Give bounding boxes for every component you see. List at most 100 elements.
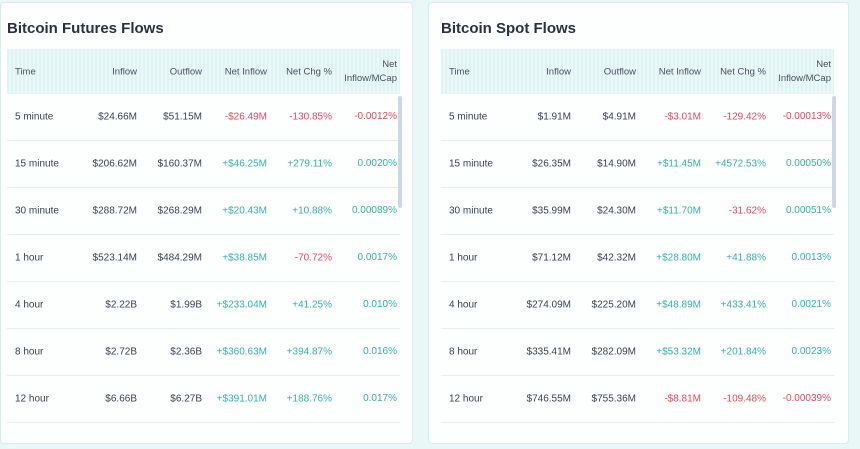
table-cell: -109.48% — [723, 393, 766, 405]
table-cell: +$360.63M — [216, 346, 267, 358]
table-cell: $282.09M — [591, 346, 636, 358]
table-cell: $35.99M — [532, 205, 571, 217]
table-cell: 0.0023% — [791, 346, 831, 357]
table-cell: +279.11% — [287, 158, 332, 170]
scrollbar[interactable] — [398, 96, 402, 208]
table-cell: +$38.85M — [222, 252, 267, 264]
column-header-label: Net Inflow/MCap — [344, 58, 397, 84]
table-header: Time Inflow Outflow Net Inflow Net Chg % Net … — [441, 49, 834, 94]
table-cell: -0.0012% — [354, 111, 397, 122]
table-cell: $523.14M — [92, 252, 137, 264]
table-cell: $1.91M — [537, 111, 571, 123]
column-header[interactable]: Net Inflow — [224, 66, 267, 77]
table-row: 30 minute $35.99M $24.30M +$11.70M -31.62% 0.… — [441, 188, 834, 235]
table-cell: $71.12M — [532, 252, 571, 264]
table-cell: +$20.43M — [222, 205, 267, 217]
table-cell: $2.72B — [105, 346, 137, 358]
table-row: 4 hour $2.22B $1.99B +$233.04M +41.25% 0.010% — [7, 282, 400, 329]
table-cell: 1 hour — [449, 252, 478, 264]
table-cell: 0.0013% — [791, 252, 831, 263]
table-cell: 0.00050% — [785, 158, 831, 169]
table-cell: $755.36M — [591, 393, 636, 405]
table-cell: 30 minute — [449, 205, 493, 217]
table-cell: $6.66B — [105, 393, 137, 405]
column-header[interactable]: Time — [449, 66, 470, 77]
table-cell: 5 minute — [15, 111, 54, 123]
table-cell: $2.36B — [170, 346, 202, 358]
table-cell: $4.91M — [602, 111, 636, 123]
table-row: 15 minute $26.35M $14.90M +$11.45M +4572.53%… — [441, 141, 834, 188]
table-cell: +$11.70M — [656, 205, 701, 217]
table-cell: 0.017% — [363, 393, 397, 404]
table-cell: +$53.32M — [656, 346, 701, 358]
column-header[interactable]: Inflow — [112, 66, 137, 77]
table-cell: +$11.45M — [656, 158, 701, 170]
column-header-label: Net Inflow/MCap — [778, 58, 831, 84]
table-cell: $268.29M — [157, 205, 202, 217]
table-row: 4 hour $274.09M $225.20M +$48.89M +433.41% 0.… — [441, 282, 834, 329]
table-cell: 0.016% — [363, 346, 397, 357]
table-cell: -$26.49M — [224, 111, 267, 123]
column-header[interactable]: Net Chg % — [720, 66, 766, 77]
table-cell: +41.88% — [726, 252, 766, 264]
table-cell: $26.35M — [532, 158, 571, 170]
table-cell: $484.29M — [157, 252, 202, 264]
table-cell: $225.20M — [591, 299, 636, 311]
table-cell: $2.22B — [105, 299, 137, 311]
table-cell: 0.0017% — [357, 252, 397, 263]
table-cell: -31.62% — [728, 205, 766, 217]
flows-table: Time Inflow Outflow Net Inflow Net Chg % Net … — [441, 49, 834, 423]
table-cell: $746.55M — [526, 393, 571, 405]
column-header[interactable]: Net Inflow/MCap — [773, 58, 831, 86]
table-cell: $24.66M — [98, 111, 137, 123]
table-cell: 8 hour — [15, 346, 44, 358]
column-header[interactable]: Time — [15, 66, 36, 77]
table-cell: 0.0020% — [357, 158, 397, 169]
table-cell: $6.27B — [170, 393, 202, 405]
table-row: 5 minute $24.66M $51.15M -$26.49M -130.85% -0… — [7, 94, 400, 141]
table-row: 15 minute $206.62M $160.37M +$46.25M +279.11… — [7, 141, 400, 188]
table-cell: +$28.80M — [656, 252, 701, 264]
table-row: 30 minute $288.72M $268.29M +$20.43M +10.88%… — [7, 188, 400, 235]
table-cell: +$46.25M — [222, 158, 267, 170]
table-cell: +433.41% — [720, 299, 766, 311]
table-cell: $42.32M — [597, 252, 636, 264]
table-cell: $206.62M — [92, 158, 137, 170]
table-cell: -70.72% — [294, 252, 332, 264]
table-header: Time Inflow Outflow Net Inflow Net Chg % Net … — [7, 49, 400, 94]
table-row: 12 hour $6.66B $6.27B +$391.01M +188.76% 0.01… — [7, 376, 400, 423]
table-cell: -$3.01M — [664, 111, 701, 123]
spot-flows-card: Bitcoin Spot Flows Time Inflow Outflow Net I… — [428, 2, 849, 444]
column-header[interactable]: Outflow — [603, 66, 636, 77]
column-header[interactable]: Outflow — [169, 66, 202, 77]
table-cell: 0.0021% — [791, 299, 831, 310]
table-cell: -0.00039% — [782, 393, 831, 404]
panel-title: Bitcoin Spot Flows — [441, 20, 576, 37]
column-header[interactable]: Net Inflow — [658, 66, 701, 77]
table-cell: -0.00013% — [782, 111, 831, 122]
futures-flows-card: Bitcoin Futures Flows Time Inflow Outflow Ne… — [0, 2, 413, 444]
table-cell: -130.85% — [289, 111, 332, 123]
column-header[interactable]: Inflow — [546, 66, 571, 77]
table-cell: 15 minute — [15, 158, 59, 170]
table-cell: -$8.81M — [664, 393, 701, 405]
table-cell: +201.84% — [720, 346, 766, 358]
table-cell: +$233.04M — [216, 299, 267, 311]
table-cell: +$391.01M — [216, 393, 267, 405]
table-row: 8 hour $2.72B $2.36B +$360.63M +394.87% 0.016… — [7, 329, 400, 376]
panel-title: Bitcoin Futures Flows — [7, 20, 164, 37]
table-cell: $160.37M — [157, 158, 202, 170]
table-cell: $335.41M — [526, 346, 571, 358]
scrollbar[interactable] — [832, 96, 836, 208]
table-cell: 1 hour — [15, 252, 44, 264]
column-header[interactable]: Net Chg % — [286, 66, 332, 77]
table-cell: +394.87% — [286, 346, 332, 358]
table-cell: $288.72M — [92, 205, 137, 217]
table-cell: $274.09M — [526, 299, 571, 311]
table-cell: $51.15M — [163, 111, 202, 123]
table-row: 1 hour $71.12M $42.32M +$28.80M +41.88% 0.001… — [441, 235, 834, 282]
column-header[interactable]: Net Inflow/MCap — [339, 58, 397, 86]
table-cell: 12 hour — [449, 393, 483, 405]
table-row: 5 minute $1.91M $4.91M -$3.01M -129.42% -0.00… — [441, 94, 834, 141]
table-cell: +41.25% — [292, 299, 332, 311]
